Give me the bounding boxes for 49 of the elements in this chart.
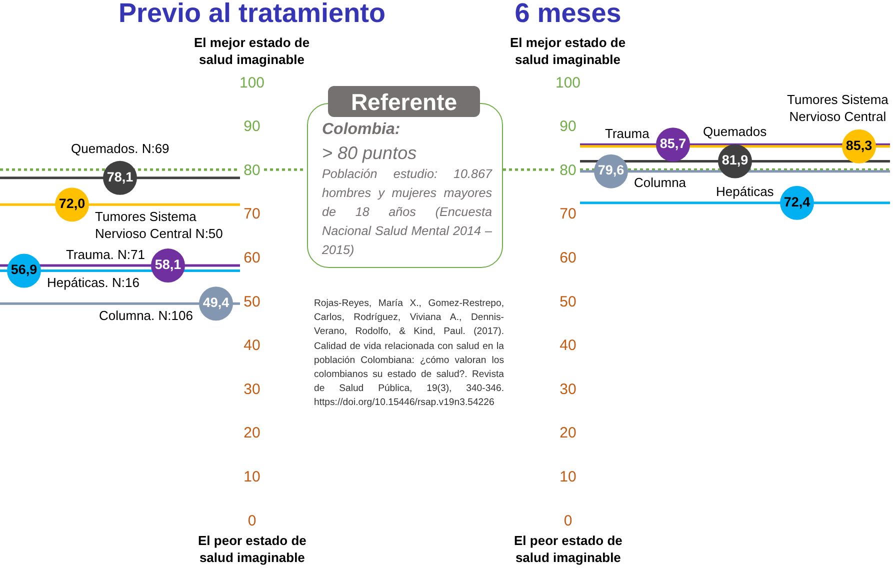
y-tick-label: 40: [244, 337, 260, 354]
series-label: Hepáticas. N:16: [47, 275, 140, 290]
data-label: 58,1: [154, 256, 182, 272]
data-label: 72,4: [784, 194, 811, 210]
series-label: Tumores Sistema Nervioso Central: [787, 92, 890, 124]
y-tick-label: 90: [560, 118, 576, 136]
y-tick-label: 0: [564, 512, 572, 530]
data-label: 81,9: [722, 152, 748, 168]
y-tick-label: 10: [560, 468, 576, 486]
data-label: 79,6: [598, 162, 625, 178]
series-label: Hepáticas: [716, 184, 774, 199]
text: El mejor estado de salud imaginable: [194, 35, 310, 67]
text: Rojas-Reyes, María X., Gomez-Restrepo, Carlos, Rodríguez, Viviana A., Dennis-Verano, Rodolfo, & Kind, Paul. (2017). Calidad de vida relacionada con salud en la población Colombiana: ¿cómo valoran los colombianos su estado de salud?. Revista de Salud Pública, 19(3), 340-346. https://doi.org/10.15446/rsap.v19n3.54226: [314, 297, 504, 410]
y-tick-label: 20: [560, 424, 576, 442]
text: El peor estado de salud imaginable: [514, 533, 622, 565]
y-tick-label: 90: [244, 118, 260, 136]
series-label: Trauma. N:71: [66, 247, 145, 262]
y-tick-label: 50: [560, 293, 576, 310]
text: El mejor estado de salud imaginable: [510, 35, 626, 67]
y-tick-label: 30: [560, 380, 576, 398]
series-label: Trauma: [605, 126, 650, 141]
chart-title: Previo al tratamiento: [118, 0, 386, 28]
y-tick-label: 70: [244, 206, 260, 223]
text: El peor estado de salud imaginable: [198, 533, 306, 565]
y-tick-label: 20: [244, 424, 260, 442]
series-label: Columna. N:106: [99, 308, 193, 323]
series-label: Tumores Sistema Nervioso Central N:50: [95, 209, 223, 241]
data-label: 85,7: [660, 136, 686, 152]
y-tick-label: 100: [239, 74, 265, 92]
y-tick-label: 0: [248, 512, 256, 530]
y-tick-label: 40: [560, 337, 576, 354]
series-label: Quemados. N:69: [71, 141, 170, 156]
data-label: 78,1: [106, 169, 134, 184]
y-tick-label: 50: [244, 293, 260, 310]
y-tick-label: 30: [244, 380, 260, 398]
data-label: 72,0: [58, 196, 86, 212]
series-label: Columna: [634, 175, 687, 190]
y-tick-label: 60: [560, 249, 576, 266]
y-tick-label: 80: [560, 162, 576, 179]
data-label: 85,3: [846, 138, 873, 153]
y-tick-label: 10: [244, 468, 260, 486]
data-label: 49,4: [202, 295, 230, 310]
y-tick-label: 100: [555, 74, 581, 92]
data-label: 56,9: [10, 262, 38, 278]
y-tick-label: 80: [244, 162, 260, 179]
chart-title: 6 meses: [514, 0, 622, 28]
y-tick-label: 60: [244, 249, 260, 266]
y-tick-label: 70: [560, 206, 576, 223]
series-label: Quemados: [703, 124, 768, 139]
